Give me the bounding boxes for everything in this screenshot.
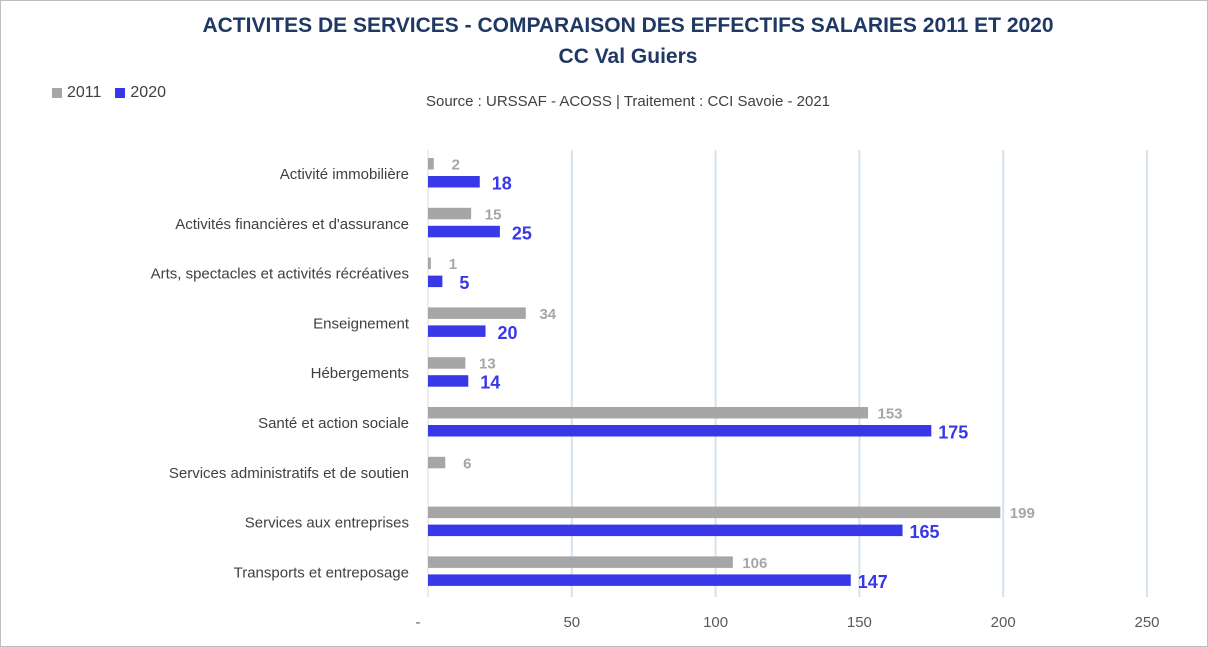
data-label-2011: 13: [479, 356, 496, 373]
data-label-2011: 1: [449, 256, 457, 273]
x-tick-label: -: [416, 614, 421, 631]
bar-2020: [428, 425, 932, 437]
x-tick-label: 200: [991, 614, 1016, 631]
data-label-2020: 147: [858, 572, 888, 592]
data-label-2020: 18: [492, 174, 512, 194]
category-label: Hébergements: [311, 365, 409, 382]
data-label-2020: 14: [480, 373, 500, 393]
legend: 2011 2020: [52, 84, 180, 102]
category-label: Activités financières et d'assurance: [175, 216, 409, 233]
legend-swatch-2020: [115, 88, 126, 98]
x-tick-label: 100: [703, 614, 728, 631]
bar-2020: [428, 574, 851, 586]
bar-2020: [428, 375, 469, 387]
bar-2011: [428, 158, 434, 170]
bar-2020: [428, 325, 486, 337]
legend-label-2020: 2020: [130, 84, 166, 101]
category-label: Transports et entreposage: [234, 564, 409, 581]
bar-2011: [428, 407, 869, 419]
data-label-2011: 6: [463, 455, 471, 472]
legend-item-2011: 2011: [52, 84, 101, 102]
data-label-2011: 199: [1010, 505, 1035, 522]
bar-2020: [428, 524, 903, 537]
data-label-2020: 5: [459, 273, 469, 293]
legend-item-2020: 2020: [115, 84, 166, 102]
source-note: Source : URSSAF - ACOSS | Traitement : C…: [425, 93, 831, 110]
bar-2011: [428, 307, 526, 319]
bar-2020: [428, 176, 480, 188]
data-label-2011: 153: [878, 406, 903, 423]
category-label: Services aux entreprises: [245, 515, 409, 532]
data-label-2011: 15: [485, 206, 502, 223]
bar-2011: [428, 506, 1001, 519]
data-label-2020: 25: [512, 223, 532, 243]
chart-title: ACTIVITES DE SERVICES - COMPARAISON DES …: [202, 14, 1054, 37]
bar-2011: [428, 207, 472, 220]
bar-2011: [428, 357, 466, 369]
legend-label-2011: 2011: [67, 84, 102, 101]
data-label-2020: 175: [938, 423, 968, 443]
bar-2020: [428, 275, 443, 288]
bar-2011: [428, 556, 733, 568]
bar-2011: [428, 456, 446, 469]
category-label: Services administratifs et de soutien: [169, 465, 409, 482]
category-label: Enseignement: [313, 315, 410, 332]
data-label-2011: 34: [539, 306, 556, 323]
category-label: Santé et action sociale: [258, 415, 409, 432]
x-tick-label: 50: [563, 614, 580, 631]
data-label-2011: 106: [742, 555, 767, 572]
category-label: Arts, spectacles et activités récréative…: [151, 266, 409, 283]
data-label-2011: 2: [452, 157, 460, 174]
bar-2011: [428, 257, 431, 270]
x-tick-label: 250: [1134, 614, 1159, 631]
data-label-2020: 20: [498, 323, 518, 343]
category-label: Activité immobilière: [280, 166, 409, 183]
bar-2020: [428, 225, 500, 238]
x-tick-label: 150: [847, 614, 872, 631]
data-label-2020: 165: [910, 522, 940, 542]
chart-subtitle: CC Val Guiers: [558, 45, 698, 68]
legend-swatch-2011: [52, 88, 62, 98]
